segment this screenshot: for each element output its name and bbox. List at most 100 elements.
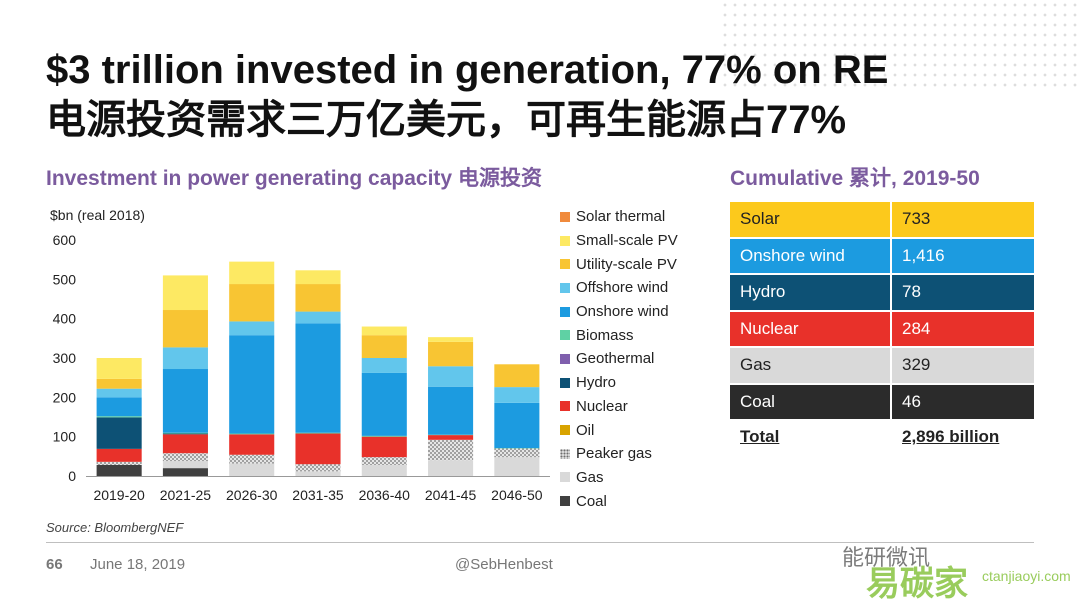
watermark-url: ctanjiaoyi.com bbox=[982, 568, 1071, 584]
bar-segment-utility-scale-pv-2019-20 bbox=[96, 378, 142, 389]
legend-swatch bbox=[560, 401, 570, 412]
total-value: 2,896 billion bbox=[902, 427, 1000, 446]
legend-label: Gas bbox=[576, 468, 604, 486]
legend-item: Gas bbox=[560, 466, 720, 490]
legend-label: Offshore wind bbox=[576, 279, 669, 297]
y-axis-ticks: 0 100 200 300 400 500 600 bbox=[53, 232, 77, 484]
bar-segment-offshore-wind-2019-20 bbox=[96, 388, 142, 398]
cumulative-row-solar: Solar 733 bbox=[730, 202, 1034, 237]
cumulative-row-gas: Gas 329 bbox=[730, 348, 1034, 383]
x-tick-label: 2046-50 bbox=[491, 487, 543, 503]
cumulative-row-hydro: Hydro 78 bbox=[730, 275, 1034, 310]
legend-item: Geothermal bbox=[560, 347, 720, 371]
footer-handle: @SebHenbest bbox=[455, 556, 553, 573]
bar-segment-peaker-gas-2046-50 bbox=[494, 448, 540, 458]
legend-item: Oil bbox=[560, 418, 720, 442]
y-tick-label: 100 bbox=[53, 429, 77, 445]
cumulative-row-label: Coal bbox=[730, 384, 890, 419]
bar-segment-offshore-wind-2031-35 bbox=[295, 311, 341, 324]
bar-segment-peaker-gas-2019-20 bbox=[96, 461, 142, 465]
legend-item: Solar thermal bbox=[560, 205, 720, 229]
title-english: $3 trillion invested in generation, 77% … bbox=[46, 48, 889, 92]
y-tick-label: 0 bbox=[68, 468, 76, 484]
bar-segment-nuclear-2021-25 bbox=[162, 434, 208, 454]
bar-segment-utility-scale-pv-2026-30 bbox=[229, 284, 275, 322]
legend-label: Nuclear bbox=[576, 397, 628, 415]
legend-swatch bbox=[560, 353, 570, 364]
page-number: 66 bbox=[46, 556, 63, 573]
bar-segment-hydro-2021-25 bbox=[162, 433, 208, 435]
bar-segment-biomass-2021-25 bbox=[162, 432, 208, 434]
bar-segment-small-scale-pv-2026-30 bbox=[229, 261, 275, 285]
legend-item: Small-scale PV bbox=[560, 229, 720, 253]
bar-segment-gas-2026-30 bbox=[229, 463, 275, 476]
bar-segment-utility-scale-pv-2046-50 bbox=[494, 364, 540, 388]
legend-label: Utility-scale PV bbox=[576, 255, 677, 273]
bar-segment-small-scale-pv-2021-25 bbox=[162, 275, 208, 311]
x-tick-label: 2031-35 bbox=[292, 487, 344, 503]
y-tick-label: 300 bbox=[53, 350, 77, 366]
bar-segment-gas-2041-45 bbox=[428, 460, 474, 476]
bar-segment-coal-2019-20 bbox=[96, 464, 142, 476]
cumulative-row-label: Gas bbox=[730, 348, 890, 383]
legend-swatch bbox=[560, 330, 570, 341]
cumulative-row-onshore-wind: Onshore wind 1,416 bbox=[730, 238, 1034, 273]
bar-segment-onshore-wind-2041-45 bbox=[428, 386, 474, 435]
bar-segment-offshore-wind-2021-25 bbox=[162, 347, 208, 370]
bar-segment-nuclear-2019-20 bbox=[96, 448, 142, 462]
watermark-logo-text: 易碳家 bbox=[866, 565, 968, 603]
source-note: Source: BloombergNEF bbox=[46, 520, 184, 535]
legend-label: Oil bbox=[576, 421, 595, 439]
bar-segment-offshore-wind-2036-40 bbox=[361, 358, 407, 373]
legend-item: Utility-scale PV bbox=[560, 252, 720, 276]
stacked-bar-chart: $bn (real 2018) 0 100 200 300 400 500 600 2019… bbox=[50, 207, 550, 503]
legend-swatch bbox=[560, 448, 570, 459]
bar-segment-biomass-2026-30 bbox=[229, 433, 275, 435]
x-tick-label: 2041-45 bbox=[425, 487, 477, 503]
legend-item: Nuclear bbox=[560, 395, 720, 419]
legend-label: Small-scale PV bbox=[576, 232, 678, 250]
bar-segment-peaker-gas-2036-40 bbox=[361, 457, 407, 465]
cumulative-row-label: Nuclear bbox=[730, 311, 890, 346]
bar-segment-small-scale-pv-2031-35 bbox=[295, 270, 341, 285]
bar-segment-peaker-gas-2031-35 bbox=[295, 464, 341, 472]
footer-divider bbox=[46, 542, 1034, 543]
y-tick-label: 600 bbox=[53, 232, 77, 248]
footer-date: June 18, 2019 bbox=[90, 556, 186, 573]
bar-segment-biomass-2036-40 bbox=[361, 435, 407, 437]
legend-label: Geothermal bbox=[576, 350, 655, 368]
y-axis-label: $bn (real 2018) bbox=[50, 207, 145, 223]
bar-segment-gas-2031-35 bbox=[295, 471, 341, 476]
y-tick-label: 500 bbox=[53, 271, 77, 287]
bar-segment-offshore-wind-2041-45 bbox=[428, 366, 474, 387]
total-label: Total bbox=[740, 427, 780, 446]
bar-segment-small-scale-pv-2036-40 bbox=[361, 326, 407, 336]
cumulative-table: Solar 733 Onshore wind 1,416 Hydro 78 Nuclear 2… bbox=[730, 202, 1034, 447]
bar-segment-biomass-2019-20 bbox=[96, 416, 142, 418]
cumulative-row-value: 329 bbox=[892, 348, 1034, 383]
legend-item: Offshore wind bbox=[560, 276, 720, 300]
bar-segment-peaker-gas-2026-30 bbox=[229, 454, 275, 464]
legend-item: Onshore wind bbox=[560, 300, 720, 324]
cumulative-row-label: Hydro bbox=[730, 275, 890, 310]
bar-segment-nuclear-2026-30 bbox=[229, 434, 275, 455]
x-tick-label: 2019-20 bbox=[93, 487, 145, 503]
y-tick-label: 200 bbox=[53, 389, 77, 405]
bar-segment-gas-2021-25 bbox=[162, 461, 208, 469]
bar-segment-nuclear-2031-35 bbox=[295, 433, 341, 465]
x-tick-label: 2036-40 bbox=[359, 487, 411, 503]
chart-subtitle: Investment in power generating capacity … bbox=[46, 167, 542, 190]
cumulative-row-value: 1,416 bbox=[892, 238, 1034, 273]
bar-segment-hydro-2019-20 bbox=[96, 417, 142, 449]
bar-segment-utility-scale-pv-2036-40 bbox=[361, 335, 407, 358]
bar-segment-utility-scale-pv-2021-25 bbox=[162, 310, 208, 348]
bar-segment-onshore-wind-2031-35 bbox=[295, 323, 341, 433]
bar-segment-nuclear-2041-45 bbox=[428, 435, 474, 440]
bar-segment-onshore-wind-2046-50 bbox=[494, 402, 540, 449]
bar-segment-onshore-wind-2019-20 bbox=[96, 397, 142, 417]
y-tick-label: 400 bbox=[53, 311, 77, 327]
bar-segment-small-scale-pv-2019-20 bbox=[96, 358, 142, 379]
cumulative-row-label: Onshore wind bbox=[730, 238, 890, 273]
bar-segment-onshore-wind-2036-40 bbox=[361, 372, 407, 436]
